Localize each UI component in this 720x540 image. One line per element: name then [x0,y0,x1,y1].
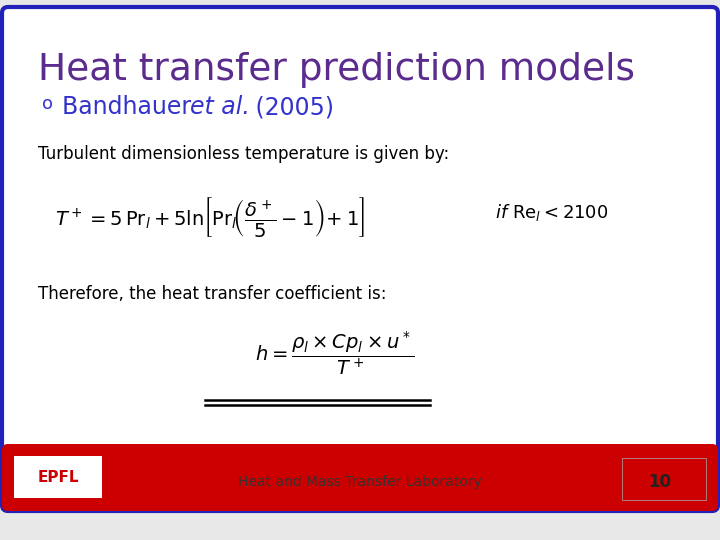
Text: $\mathit{if}\ \mathrm{Re}_l < 2100$: $\mathit{if}\ \mathrm{Re}_l < 2100$ [495,202,608,223]
Text: $h = \dfrac{\rho_l \times Cp_l \times u^*}{T^+}$: $h = \dfrac{\rho_l \times Cp_l \times u^… [255,330,414,378]
Text: o: o [42,95,53,113]
Bar [8,457,712,505]
Text: EPFL: EPFL [37,469,78,484]
Bar [622,458,706,500]
FancyBboxPatch shape [2,7,718,511]
Text: Heat and Mass Transfer Laboratory: Heat and Mass Transfer Laboratory [238,475,482,489]
Text: Bandhauer: Bandhauer [62,95,199,119]
Text: Heat transfer prediction models: Heat transfer prediction models [38,52,635,88]
Bar [14,456,102,498]
FancyBboxPatch shape [2,444,718,511]
Text: et al.: et al. [190,95,250,119]
Text: Turbulent dimensionless temperature is given by:: Turbulent dimensionless temperature is g… [38,145,449,163]
Text: 10: 10 [649,473,672,491]
Text: $T^+ = 5\,\mathrm{Pr}_l + 5\ln\!\left[\mathrm{Pr}_l\!\left(\dfrac{\delta^+}{5}-1: $T^+ = 5\,\mathrm{Pr}_l + 5\ln\!\left[\m… [55,195,365,239]
Text: Therefore, the heat transfer coefficient is:: Therefore, the heat transfer coefficient… [38,285,387,303]
Text: (2005): (2005) [248,95,334,119]
